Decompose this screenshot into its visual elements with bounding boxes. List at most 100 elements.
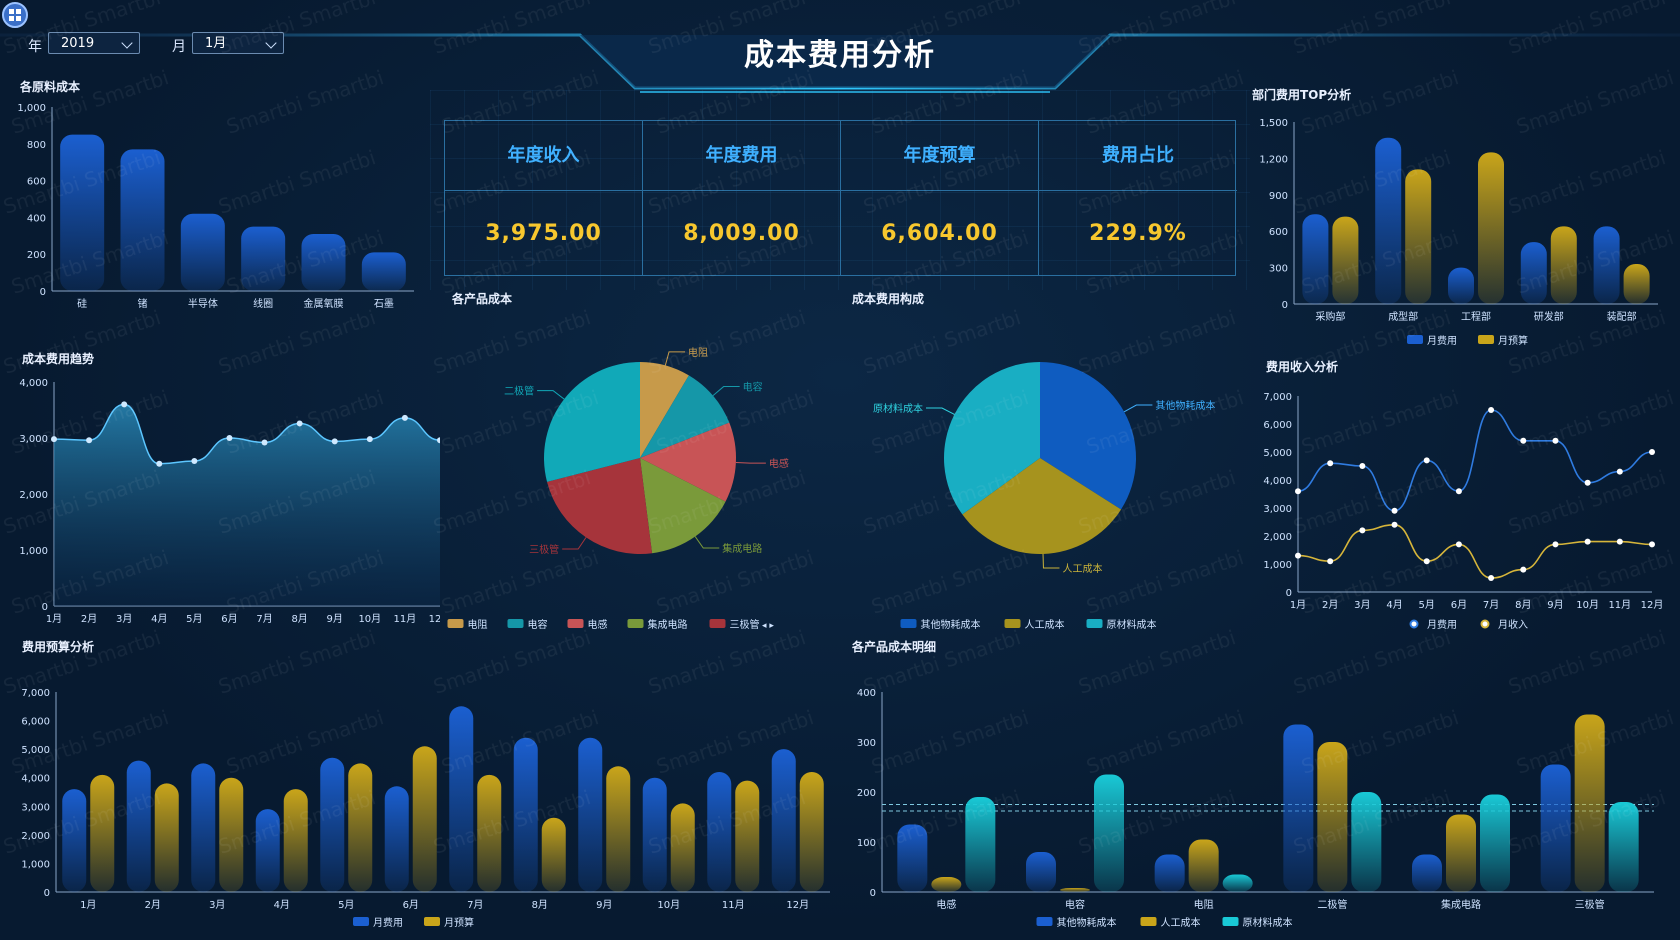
x-tick-label: 8月	[1515, 599, 1531, 611]
x-tick-label: 电感	[936, 898, 956, 911]
kpi-revenue: 年度收入 3,975.00	[445, 121, 643, 275]
legend-label: 月费用	[1427, 618, 1457, 630]
x-tick-label: 10月	[1576, 599, 1599, 611]
y-tick-label: 400	[857, 688, 876, 699]
pie-label: 二极管	[504, 385, 534, 398]
income-chart-title: 费用收入分析	[1266, 360, 1339, 374]
legend-label: 原材料成本	[1243, 916, 1293, 929]
x-tick-label: 三极管	[1575, 898, 1605, 911]
bar	[1222, 874, 1253, 892]
year-select[interactable]: 2019	[48, 32, 140, 54]
trend-point	[156, 460, 163, 467]
legend-marker	[1409, 619, 1419, 629]
legend-swatch	[507, 619, 524, 628]
legend-swatch	[424, 917, 440, 926]
budget-chart: 0 1,000 2,000 3,000 4,000 5,000 6,000 7,000 1月 2月…	[21, 688, 830, 929]
year-select-value: 2019	[61, 36, 95, 51]
bar	[219, 777, 244, 892]
pie-slice	[640, 362, 689, 458]
y-tick-label: 3,000	[21, 802, 50, 813]
pie-label: 人工成本	[1062, 562, 1102, 575]
product-pie-title: 各产品成本	[452, 292, 513, 306]
bar	[62, 789, 87, 892]
series-point	[1584, 538, 1591, 545]
pie-label: 其他物耗成本	[1155, 399, 1215, 412]
series-point	[1295, 488, 1301, 495]
series-point	[1552, 541, 1559, 548]
kpi-label: 年度预算	[841, 121, 1038, 191]
bar	[126, 760, 151, 892]
x-tick-label: 5月	[338, 899, 354, 911]
legend-label: 月预算	[444, 916, 474, 929]
app-menu-icon[interactable]	[2, 2, 28, 28]
series-point	[1552, 437, 1559, 444]
bar	[1351, 792, 1382, 892]
x-tick-label: 12月	[786, 899, 809, 911]
bar	[1540, 764, 1571, 892]
series-point	[1295, 552, 1301, 559]
x-tick-label: 6月	[1451, 599, 1467, 611]
trend-point	[296, 420, 303, 427]
x-tick-label: 11月	[1608, 599, 1631, 611]
legend-swatch	[1222, 917, 1239, 926]
series-line	[1297, 523, 1653, 579]
kpi-expense: 年度费用 8,009.00	[643, 121, 841, 275]
trend-point	[51, 436, 57, 443]
bar	[283, 789, 308, 892]
series-point	[1359, 527, 1366, 534]
bar	[897, 824, 928, 892]
y-tick-label: 7,000	[1263, 392, 1292, 403]
pie-leader-line	[925, 407, 955, 415]
trend-area	[54, 404, 440, 606]
bar	[931, 877, 962, 892]
kpi-value: 8,009.00	[683, 221, 800, 246]
legend-label: 电感	[588, 618, 608, 631]
legend-label: 月收入	[1498, 618, 1528, 630]
y-tick-label: 0	[42, 602, 48, 613]
y-tick-label: 100	[857, 838, 876, 849]
y-tick-label: 5,000	[21, 745, 50, 756]
x-tick-label: 线圈	[253, 297, 273, 310]
bar	[670, 803, 695, 892]
x-tick-label: 半导体	[188, 297, 218, 310]
bar	[642, 777, 667, 892]
kpi-budget: 年度预算 6,604.00	[841, 121, 1039, 275]
trend-point	[261, 439, 268, 446]
legend-swatch	[1407, 335, 1423, 344]
bar	[449, 706, 474, 892]
bar	[60, 134, 105, 291]
series-point	[1584, 479, 1591, 486]
bar	[771, 749, 796, 892]
x-tick-label: 12月	[429, 613, 440, 625]
pie-leader-line	[537, 390, 565, 400]
pie-slice	[640, 458, 726, 554]
bar	[412, 746, 437, 892]
page-title: 成本费用分析	[744, 38, 936, 73]
series-point	[1423, 558, 1430, 565]
month-select[interactable]: 1月	[192, 32, 284, 54]
trend-point	[437, 437, 440, 444]
legend-pager: ◂ ▸	[762, 621, 774, 631]
pie-leader-line	[562, 537, 587, 550]
bar	[180, 213, 225, 291]
y-tick-label: 600	[27, 177, 46, 188]
bar	[1412, 854, 1442, 892]
x-tick-label: 硅	[77, 297, 87, 310]
bar	[1574, 714, 1605, 892]
kpi-label: 年度收入	[445, 121, 642, 191]
x-tick-label: 3月	[116, 613, 132, 625]
series-point	[1423, 457, 1430, 464]
bar	[301, 233, 346, 291]
pie-slice	[962, 458, 1122, 554]
x-tick-label: 锗	[138, 297, 148, 310]
x-tick-label: 9月	[327, 613, 343, 625]
y-tick-label: 1,200	[1259, 154, 1288, 165]
bar	[965, 797, 996, 892]
y-tick-label: 0	[870, 888, 876, 899]
budget-chart-title: 费用预算分析	[22, 640, 95, 654]
x-tick-label: 9月	[1547, 599, 1563, 611]
x-tick-label: 集成电路	[1441, 898, 1481, 911]
trend-point	[226, 435, 233, 441]
pie-label: 电容	[743, 381, 763, 394]
